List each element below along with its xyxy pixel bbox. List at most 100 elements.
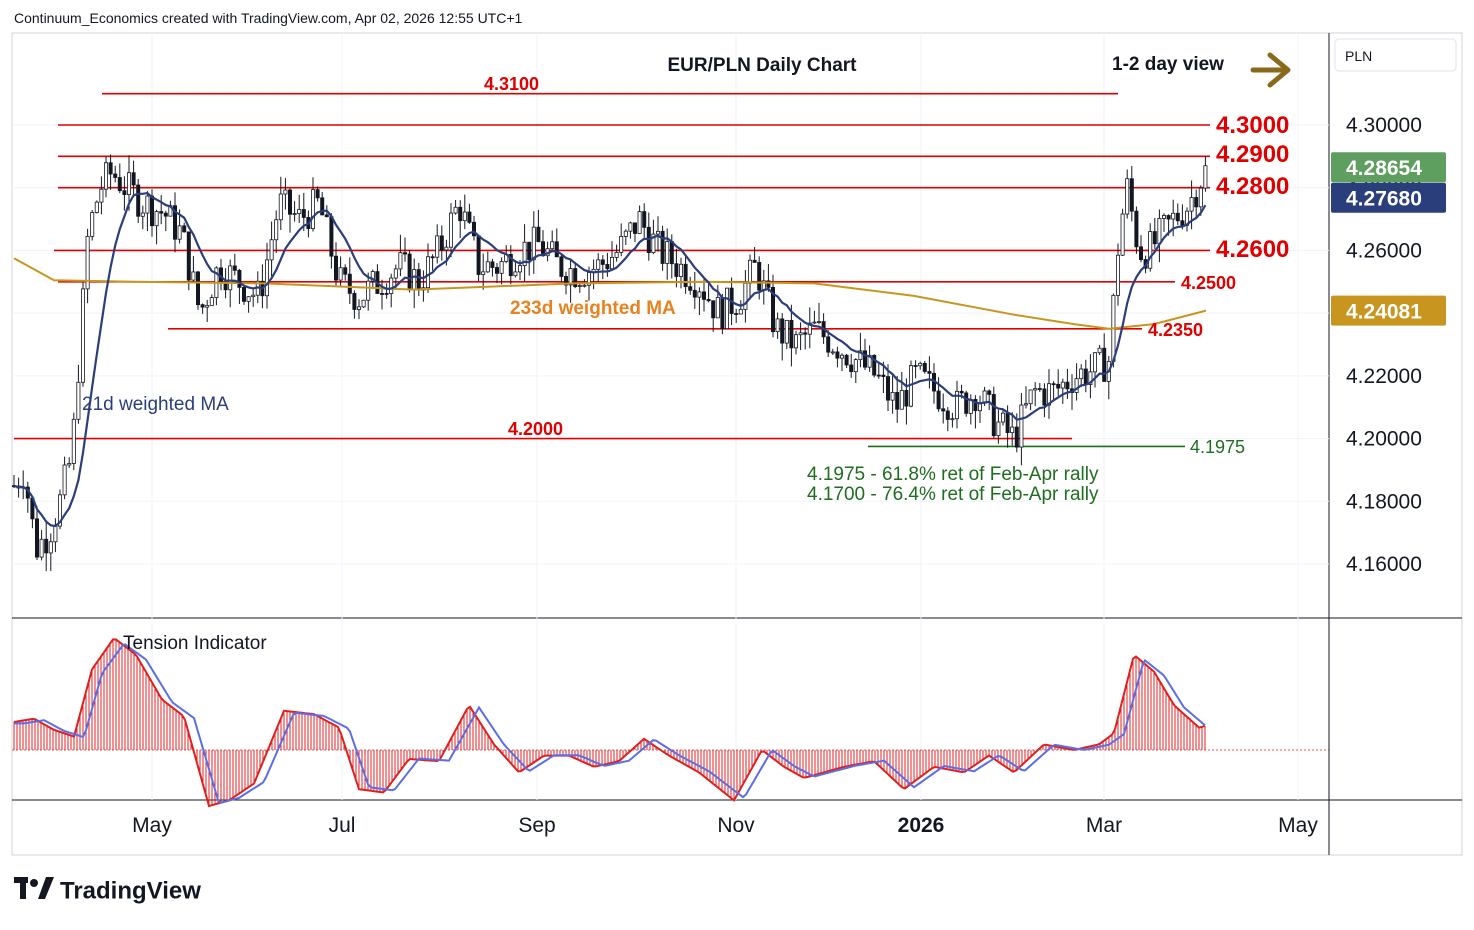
currency-label: PLN <box>1345 48 1372 64</box>
candle-body <box>1148 231 1153 269</box>
candle-body <box>48 541 53 554</box>
price-axis[interactable]: 4.160004.180004.200004.220004.240004.260… <box>1331 114 1446 576</box>
candle-body <box>476 235 481 275</box>
candle-body <box>941 408 946 412</box>
candle-body <box>918 362 923 367</box>
candle-body <box>656 230 661 235</box>
ma21-badge <box>1331 182 1446 213</box>
candle-body <box>232 265 237 271</box>
candle-body <box>508 254 513 277</box>
ma21-line <box>13 191 1207 528</box>
candle-body <box>863 350 868 368</box>
candle-body <box>844 354 849 366</box>
candle-body <box>191 271 196 281</box>
tradingview-logo[interactable]: TradingView <box>14 877 201 906</box>
y-tick-label: 4.26000 <box>1346 239 1422 262</box>
candle-body <box>766 280 771 288</box>
candle-body <box>771 286 776 333</box>
candle-body <box>172 205 177 240</box>
candle-body <box>435 235 440 258</box>
candle-body <box>402 252 407 255</box>
x-tick-label: Jul <box>329 814 356 837</box>
candle-body <box>1051 383 1056 386</box>
candle-body <box>628 222 633 232</box>
candle-body <box>264 259 269 297</box>
candle-body <box>108 162 113 175</box>
x-tick-label: May <box>132 814 172 837</box>
x-tick-label: Mar <box>1086 814 1122 837</box>
candle-body <box>835 351 840 359</box>
candle-body <box>94 201 99 213</box>
candle-body <box>251 294 256 298</box>
x-tick-label: Nov <box>717 814 755 837</box>
candle-body <box>370 271 375 282</box>
tension-label: Tension Indicator <box>123 633 267 654</box>
y-tick-label: 4.16000 <box>1346 553 1422 576</box>
candle-body <box>393 268 398 279</box>
candle-body <box>39 538 44 558</box>
candle-body <box>702 291 707 300</box>
candle-body <box>1116 254 1121 296</box>
candle-body <box>623 230 628 237</box>
candle-body <box>1203 165 1208 189</box>
candle-body <box>462 211 467 222</box>
candle-body <box>669 241 674 265</box>
candle-body <box>485 261 490 273</box>
tradingview-logo-text: TradingView <box>60 877 201 905</box>
candle-body <box>67 463 72 466</box>
candle-body <box>1166 215 1171 220</box>
candle-body <box>945 410 950 420</box>
candle-body <box>384 293 389 295</box>
ma233-label: 233d weighted MA <box>510 298 676 319</box>
level-label-4-2350: 4.2350 <box>1148 320 1203 340</box>
support-note-1: 4.1975 - 61.8% ret of Feb-Apr rally <box>807 464 1099 485</box>
candle-body <box>1097 347 1102 354</box>
candle-body <box>85 235 90 290</box>
right-arrow-icon <box>1250 52 1291 88</box>
candle-body <box>1139 246 1144 260</box>
candle-body <box>71 418 76 464</box>
candle-body <box>228 265 233 291</box>
candle-body <box>81 288 86 383</box>
candle-body <box>757 262 762 291</box>
candle-body <box>913 365 918 367</box>
candle-body <box>987 390 992 395</box>
candle-body <box>1056 383 1061 389</box>
currency-box[interactable] <box>1334 38 1457 72</box>
level-label-4-1975: 4.1975 <box>1190 437 1245 457</box>
candle-body <box>283 189 288 195</box>
candle-body <box>439 235 444 251</box>
level-label-4-2500: 4.2500 <box>1181 273 1236 293</box>
candle-body <box>794 334 799 349</box>
tension-line-slow <box>14 643 1206 804</box>
candle-body <box>297 209 302 214</box>
candle-body <box>743 282 748 310</box>
candle-body <box>90 212 95 237</box>
candle-body <box>1005 412 1010 434</box>
candle-body <box>471 221 476 237</box>
candle-body <box>812 321 817 324</box>
candle-body <box>637 211 642 234</box>
candle-body <box>784 319 789 344</box>
candle-body <box>651 233 656 254</box>
candle-body <box>301 209 306 218</box>
candle-body <box>347 273 352 294</box>
candle-body <box>310 189 315 229</box>
level-lines <box>14 92 1210 448</box>
candle-body <box>205 305 210 308</box>
candle-body <box>642 211 647 228</box>
candle-body <box>145 195 150 214</box>
candle-body <box>416 269 421 291</box>
x-tick-label: 2026 <box>898 814 945 837</box>
candle-body <box>991 394 996 437</box>
time-axis[interactable]: May Jul Sep Nov 2026 Mar May <box>132 814 1318 837</box>
candle-body <box>389 277 394 294</box>
candle-body <box>738 309 743 315</box>
candle-body <box>287 189 292 215</box>
candle-body <box>1079 368 1084 380</box>
candle-body <box>798 332 803 336</box>
candle-body <box>554 241 559 258</box>
candle-body <box>195 271 200 306</box>
